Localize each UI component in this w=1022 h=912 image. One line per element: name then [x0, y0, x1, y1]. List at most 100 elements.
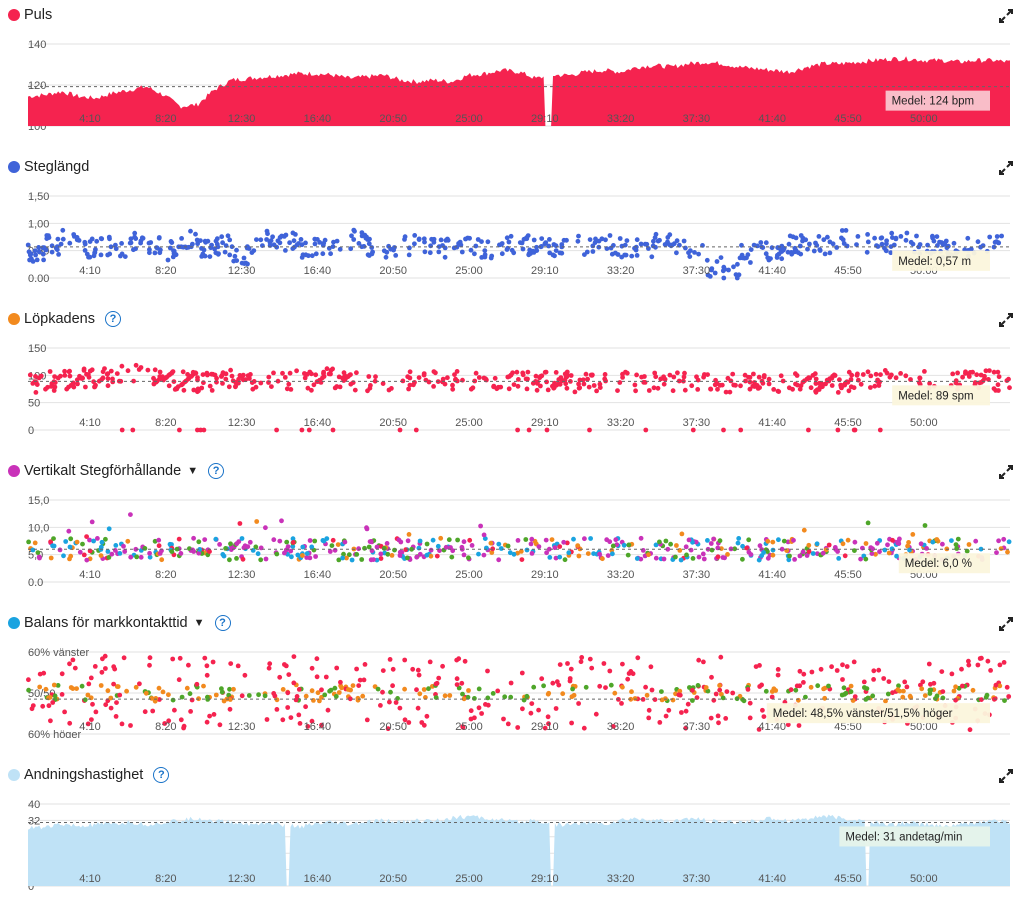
- vertikalt-point: [330, 537, 336, 543]
- lopkadens-point: [534, 379, 540, 385]
- vertikalt-point: [496, 557, 502, 563]
- steglangd-point: [504, 247, 510, 252]
- expand-icon[interactable]: [998, 616, 1014, 632]
- balans-point: [933, 696, 938, 701]
- lopkadens-point: [793, 371, 798, 377]
- lopkadens-point: [330, 366, 335, 372]
- steglangd-point: [232, 253, 238, 259]
- steglangd-point: [951, 240, 957, 246]
- steglangd-point: [227, 237, 233, 243]
- lopkadens-point: [586, 384, 592, 390]
- vertikalt-point: [709, 547, 715, 553]
- chevron-down-icon[interactable]: ▼: [187, 465, 199, 477]
- help-icon[interactable]: ?: [153, 767, 170, 783]
- lopkadens-point: [760, 380, 766, 386]
- help-icon[interactable]: ?: [214, 615, 231, 631]
- vertikalt-point: [806, 549, 812, 554]
- lopkadens-point: [690, 427, 696, 433]
- mean-label: Medel: 48,5% vänster/51,5% höger: [773, 708, 953, 720]
- steglangd-point: [463, 236, 468, 242]
- balans-point: [319, 687, 324, 693]
- lopkadens-point: [851, 427, 857, 433]
- vertikalt-point: [430, 537, 436, 543]
- steglangd-point: [428, 243, 433, 249]
- lopkadens-point: [751, 371, 756, 377]
- balans-point: [235, 663, 241, 669]
- chevron-down-icon[interactable]: ▼: [193, 617, 205, 629]
- lopkadens-point: [476, 375, 482, 380]
- balans-point: [520, 706, 525, 712]
- help-icon[interactable]: ?: [208, 463, 225, 479]
- x-tick-label: 41:40: [758, 569, 786, 581]
- balans-point: [759, 682, 764, 688]
- vertikalt-point: [740, 543, 745, 549]
- balans-point: [896, 683, 901, 689]
- vertikalt-point: [787, 553, 792, 559]
- balans-point: [274, 697, 280, 703]
- lopkadens-point: [492, 375, 498, 381]
- lopkadens-point: [70, 381, 76, 386]
- vertikalt-point: [732, 546, 738, 552]
- lopkadens-point: [721, 427, 726, 433]
- vertikalt-point: [953, 542, 959, 547]
- vertikalt-point: [405, 538, 411, 544]
- steglangd-point: [186, 244, 191, 250]
- balans-point: [646, 707, 652, 713]
- steglangd-point: [634, 253, 640, 258]
- balans-point: [569, 694, 575, 700]
- balans-point: [210, 659, 216, 665]
- lopkadens-point: [52, 374, 57, 379]
- vertikalt-point: [196, 550, 202, 556]
- x-tick-label: 37:30: [683, 417, 711, 429]
- steglangd-point: [914, 233, 919, 239]
- vertikalt-point: [384, 541, 390, 546]
- balans-point: [385, 726, 391, 732]
- balans-point: [519, 670, 525, 676]
- balans-point: [74, 686, 79, 691]
- expand-icon[interactable]: [998, 464, 1014, 480]
- lopkadens-point: [275, 378, 281, 384]
- steglangd-point: [542, 241, 548, 247]
- lopkadens-point: [452, 372, 457, 377]
- balans-point: [137, 681, 142, 687]
- x-tick-label: 45:50: [834, 721, 862, 733]
- steglangd-point: [362, 232, 368, 238]
- lopkadens-point: [407, 369, 413, 375]
- balans-point: [59, 692, 65, 697]
- steglangd-point: [122, 254, 128, 259]
- balans-point: [334, 665, 340, 671]
- help-icon[interactable]: ?: [104, 311, 121, 327]
- balans-point: [895, 687, 901, 693]
- balans-point: [286, 672, 292, 677]
- x-tick-label: 20:50: [379, 569, 407, 581]
- balans-point: [747, 715, 753, 721]
- steglangd-point: [298, 237, 304, 242]
- steglangd-point: [638, 241, 644, 247]
- vertikalt-point: [924, 546, 929, 551]
- balans-point: [581, 725, 587, 731]
- steglangd-point: [334, 238, 340, 244]
- lopkadens-point: [219, 372, 225, 378]
- steglangd-legend-dot: [8, 161, 20, 173]
- lopkadens-point: [681, 374, 687, 380]
- expand-icon[interactable]: [998, 312, 1014, 328]
- steglangd-point: [203, 239, 209, 245]
- lopkadens-point: [313, 372, 319, 378]
- steglangd-point: [653, 244, 658, 250]
- lopkadens-point: [568, 373, 574, 378]
- expand-icon[interactable]: [998, 160, 1014, 176]
- balans-point: [90, 701, 95, 707]
- vertikalt-point: [940, 541, 945, 547]
- expand-icon[interactable]: [998, 8, 1014, 24]
- expand-icon[interactable]: [998, 768, 1014, 784]
- balans-point: [378, 703, 383, 708]
- steglangd-point: [407, 245, 412, 251]
- balans-point: [648, 664, 654, 670]
- vertikalt-point: [254, 519, 260, 524]
- lopkadens-point: [354, 370, 359, 376]
- lopkadens-point: [761, 373, 767, 378]
- mean-label-box: [766, 703, 990, 724]
- steglangd-point: [520, 246, 526, 252]
- vertikalt-point: [625, 552, 631, 558]
